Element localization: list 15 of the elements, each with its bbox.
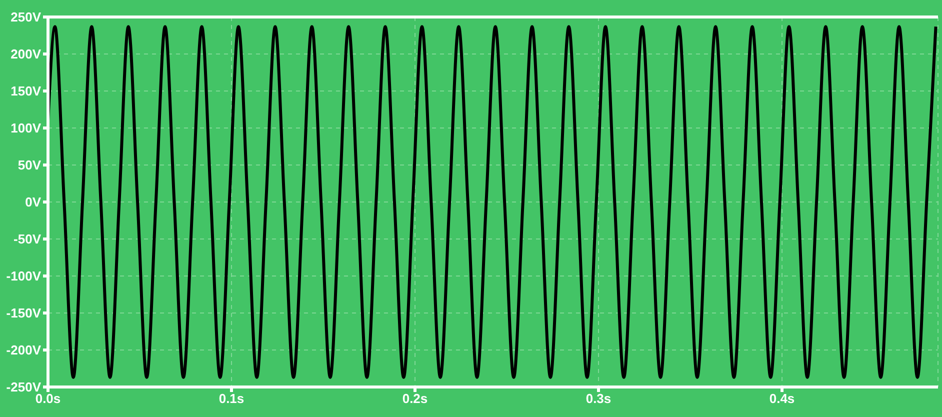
y-tick-label: 50V — [18, 158, 42, 173]
y-tick-label: -200V — [6, 342, 42, 358]
y-tick-label: 200V — [10, 46, 42, 62]
y-tick-label: 250V — [10, 10, 42, 25]
y-tick-label: 0V — [25, 194, 42, 210]
x-tick-label: 0.1s — [218, 391, 244, 406]
y-tick-label: 150V — [10, 84, 42, 99]
y-tick-label: -150V — [6, 306, 42, 321]
x-tick-label: 0.3s — [586, 391, 612, 406]
x-tick-label: 0.2s — [402, 391, 428, 406]
y-tick-label: 100V — [10, 120, 42, 136]
x-tick-label: 0.4s — [769, 391, 795, 406]
y-tick-label: -100V — [6, 268, 42, 284]
y-tick-label: -50V — [14, 232, 42, 247]
line-series — [48, 25, 938, 379]
